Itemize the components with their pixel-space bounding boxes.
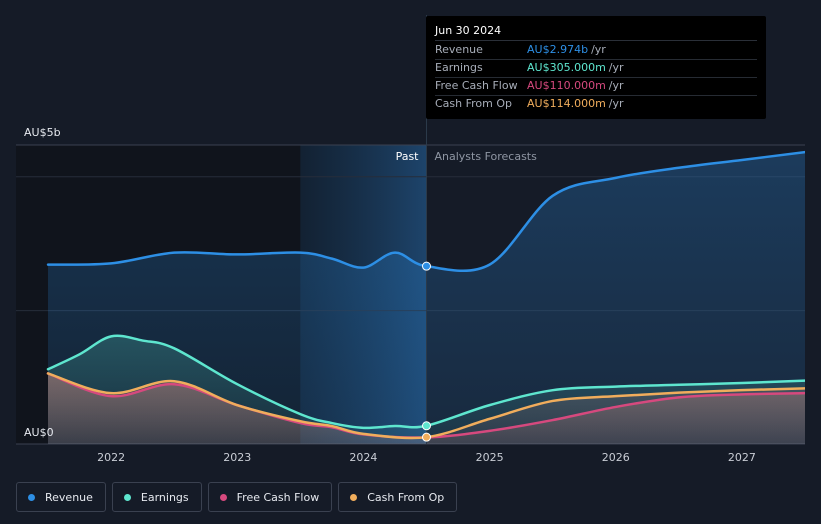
- marker-revenue: [422, 261, 431, 271]
- y-axis-labels: AU$5b AU$0: [24, 126, 61, 439]
- past-label: Past: [396, 150, 420, 163]
- marker-earnings: [422, 421, 431, 431]
- highlight-marks: [422, 261, 431, 442]
- tooltip-unit: /yr: [608, 79, 624, 92]
- legend-item-earnings[interactable]: Earnings: [111, 482, 202, 512]
- tooltip-date: Jun 30 2024: [435, 24, 757, 41]
- x-tick-label: 2026: [602, 451, 630, 464]
- legend-dot-icon: [219, 493, 227, 501]
- legend-item-revenue[interactable]: Revenue: [16, 482, 106, 512]
- marker-cash-from-op: [422, 432, 431, 442]
- line-revenue: [46, 150, 805, 272]
- tooltip-label: Cash From Op: [435, 97, 513, 110]
- legend-dot-icon: [350, 493, 358, 501]
- tooltip-row-free-cash-flow: Free Cash Flow AU$110.000m /yr: [435, 78, 757, 96]
- tooltip-row-cash-from-op: Cash From Op AU$114.000m /yr: [435, 96, 757, 113]
- tooltip: Jun 30 2024 Revenue AU$2.974b /yr Earnin…: [426, 16, 766, 119]
- y-tick-label: AU$0: [24, 426, 54, 439]
- series-lines: [46, 150, 805, 440]
- tooltip-value: AU$110.000m: [527, 79, 606, 92]
- legend-label: Cash From Op: [367, 490, 445, 504]
- tooltip-label: Revenue: [435, 43, 483, 56]
- tooltip-value: AU$305.000m: [527, 61, 606, 74]
- tooltip-unit: /yr: [608, 97, 624, 110]
- area-cash-from-op: [48, 373, 805, 444]
- line-earnings: [46, 334, 805, 430]
- legend-dot-icon: [123, 493, 131, 501]
- legend-item-cash-from-op[interactable]: Cash From Op: [338, 482, 458, 512]
- tooltip-row-revenue: Revenue AU$2.974b /yr: [435, 42, 757, 60]
- tooltip-label: Free Cash Flow: [435, 79, 518, 92]
- line-cash-from-op: [46, 372, 805, 440]
- tooltip-label: Earnings: [435, 61, 483, 74]
- tooltip-unit: /yr: [591, 43, 606, 56]
- tooltip-row-earnings: Earnings AU$305.000m /yr: [435, 60, 757, 78]
- legend-label: Revenue: [45, 490, 93, 504]
- tooltip-unit: /yr: [608, 61, 624, 74]
- legend-label: Earnings: [140, 490, 189, 504]
- x-tick-label: 2025: [476, 451, 504, 464]
- legend: Revenue Earnings Free Cash Flow Cash Fro…: [16, 482, 458, 512]
- forecast-label: Analysts Forecasts: [435, 150, 538, 163]
- y-tick-label: AU$5b: [24, 126, 61, 139]
- legend-dot-icon: [28, 493, 35, 501]
- x-axis-labels: 2022 2023 2024 2025 2026 2027: [97, 451, 756, 464]
- x-tick-label: 2023: [223, 451, 251, 464]
- tooltip-value: AU$114.000m: [527, 97, 606, 110]
- x-tick-label: 2022: [97, 451, 125, 464]
- x-tick-label: 2024: [349, 451, 377, 464]
- tooltip-value: AU$2.974b: [527, 43, 589, 56]
- legend-label: Free Cash Flow: [236, 490, 320, 504]
- legend-item-free-cash-flow[interactable]: Free Cash Flow: [207, 482, 333, 512]
- x-tick-label: 2027: [728, 451, 756, 464]
